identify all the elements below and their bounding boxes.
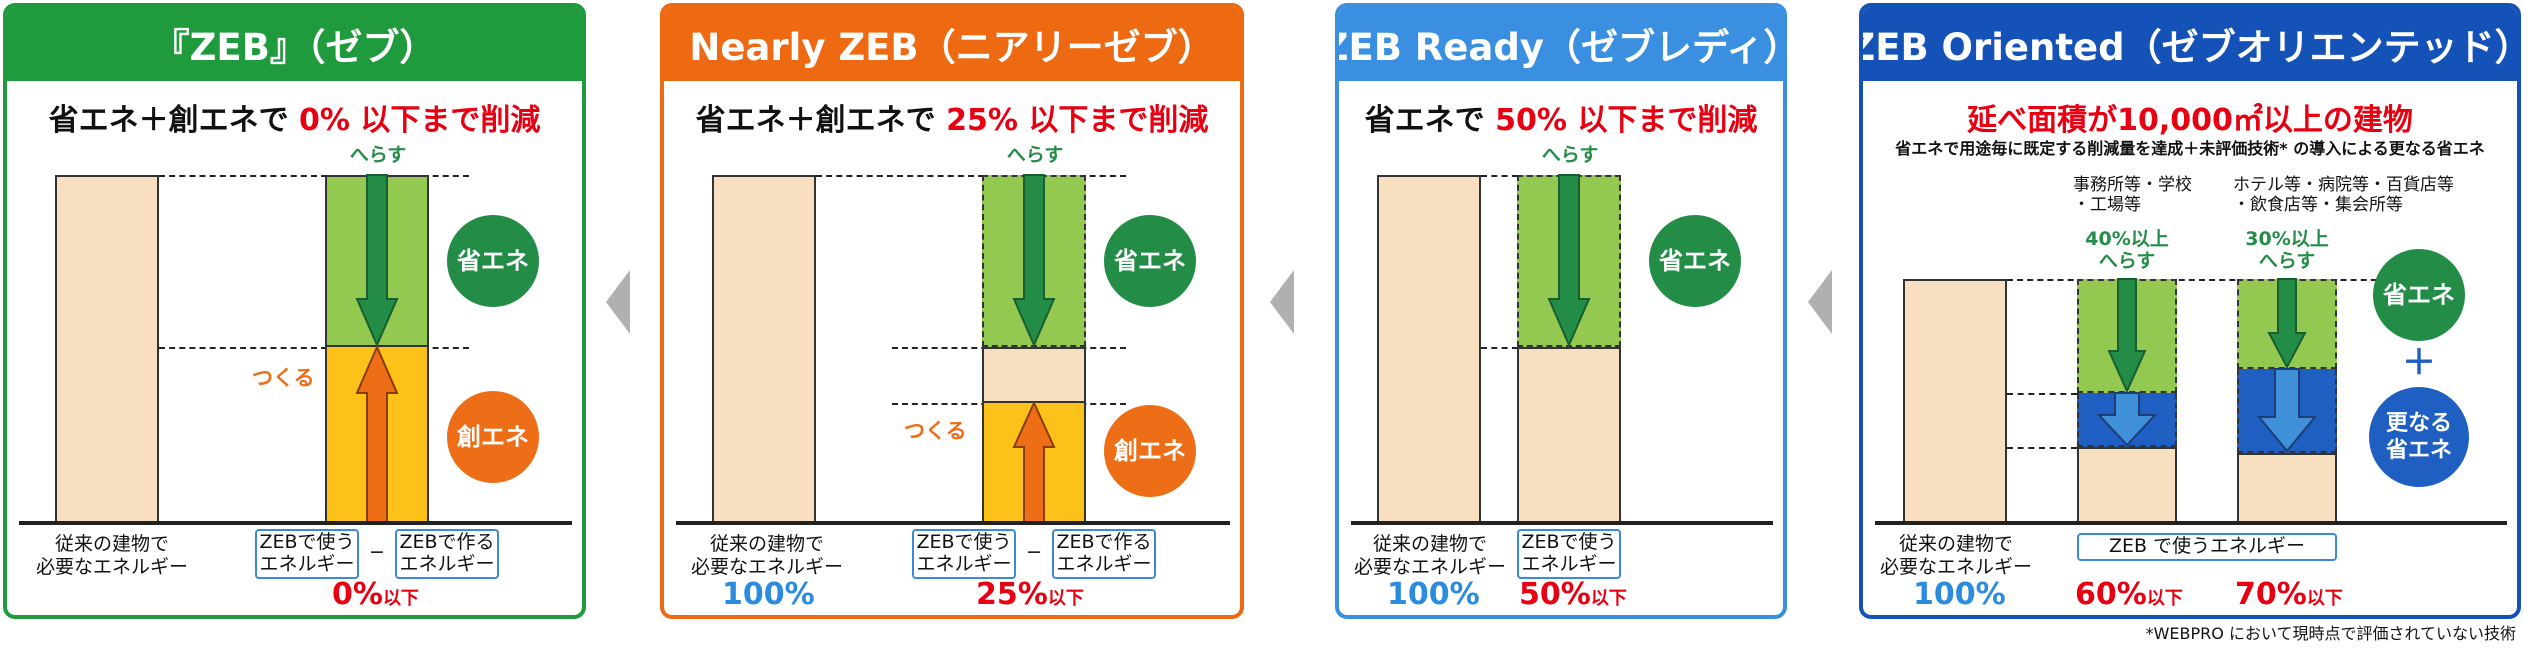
result-suffix: 以下 [2306, 588, 2343, 609]
conventional-energy-bar [712, 175, 816, 523]
result-value: 60% [2075, 577, 2147, 612]
dashed-guide-mid [159, 347, 469, 349]
make-energy-box: ZEBで作る エネルギー [395, 529, 499, 579]
panel-subtitle: 省エネで 50% 以下まで削減 [1339, 95, 1783, 139]
reduce-label: へらす [1541, 144, 1599, 166]
extra-reduce-arrow-icon [2256, 368, 2318, 453]
minus-sign: − [369, 541, 385, 563]
dashed-guide-top [816, 175, 1126, 177]
use-energy-box: ZEBで使う エネルギー [1517, 529, 1621, 579]
result-value: 0% [332, 577, 383, 612]
result-percent: 50%以下 [1519, 577, 1627, 612]
conventional-energy-bar [55, 175, 159, 523]
separator-arrow-icon [606, 270, 630, 334]
result-suffix: 以下 [1590, 588, 1627, 609]
use-energy-box: ZEB で使うエネルギー [2077, 533, 2337, 561]
subtitle-text: 省エネ＋創エネで [48, 103, 300, 138]
footnote: *WEBPRO において現時点で評価されていない技術 [2145, 624, 2516, 643]
panel-subtitle: 省エネ＋創エネで 0% 以下まで削減 [7, 95, 582, 139]
separator-arrow-icon [1808, 270, 1832, 334]
remaining-segment [1517, 347, 1621, 523]
result-suffix: 以下 [382, 588, 419, 609]
make-energy-box: ZEBで作る エネルギー [1052, 529, 1156, 579]
conventional-percent: 100% [722, 577, 815, 612]
reduce-arrow-icon [1012, 174, 1056, 348]
result-value: 50% [1519, 577, 1591, 612]
reduce-arrow-icon [2107, 278, 2147, 394]
energy-creation-circle: 創エネ [447, 391, 539, 483]
dashed-guide-top [159, 175, 469, 177]
baseline [676, 521, 1230, 525]
create-arrow-icon [1012, 400, 1056, 524]
create-arrow-icon [355, 344, 399, 524]
baseline [1875, 521, 2507, 525]
result-percent: 25%以下 [976, 577, 1084, 612]
panel-title: 『ZEB』（ゼブ） [7, 7, 582, 81]
conventional-percent: 100% [1913, 577, 2006, 612]
result-suffix: 以下 [1047, 588, 1084, 609]
further-saving-circle: 更なる 省エネ [2369, 387, 2469, 487]
panel-title: ZEB Oriented（ゼブオリエンテッド） [1863, 7, 2517, 81]
hotel-remaining-segment [2237, 453, 2337, 523]
use-energy-box: ZEBで使う エネルギー [255, 529, 359, 579]
panel-subtitle: 省エネ＋創エネで 25% 以下まで削減 [664, 95, 1240, 139]
plus-sign: ＋ [2402, 343, 2436, 383]
reduce-label: へらす [1006, 144, 1064, 166]
energy-saving-circle: 省エネ [447, 215, 539, 307]
conventional-percent: 100% [1387, 577, 1480, 612]
dashed-guide-low [2007, 447, 2077, 449]
create-label: つくる [904, 419, 967, 443]
conventional-label: 従来の建物で 必要なエネルギー [1353, 533, 1506, 578]
result-percent-office: 60%以下 [2075, 577, 2183, 612]
result-value: 70% [2235, 577, 2307, 612]
remaining-segment [982, 347, 1086, 403]
panel-zeb-oriented: ZEB Oriented（ゼブオリエンテッド） 延べ面積が10,000㎡以上の建… [1859, 3, 2521, 619]
result-percent: 0%以下 [332, 577, 419, 612]
reduce-arrow-icon [355, 174, 399, 348]
result-percent-hotel: 70%以下 [2235, 577, 2343, 612]
energy-saving-circle: 省エネ [2373, 249, 2465, 341]
subtitle-highlight: 50% 以下まで削減 [1495, 103, 1758, 138]
baseline [19, 521, 572, 525]
dashed-guide-top [2007, 279, 2397, 281]
category-office: 事務所等・学校 ・工場等 [2073, 175, 2192, 216]
panel-zeb: 『ZEB』（ゼブ） 省エネ＋創エネで 0% 以下まで削減 へらす つくる 省エネ… [3, 3, 586, 619]
subtitle-text: 省エネで [1364, 103, 1496, 138]
energy-saving-circle: 省エネ [1104, 215, 1196, 307]
conventional-energy-bar [1377, 175, 1481, 523]
conventional-label: 従来の建物で 必要なエネルギー [690, 533, 843, 578]
result-suffix: 以下 [2146, 588, 2183, 609]
reduce-arrow-icon [2267, 278, 2307, 370]
conventional-energy-bar [1903, 279, 2007, 523]
requirement-note: 省エネで用途毎に既定する削減量を達成＋未評価技術* の導入による更なる省エネ [1895, 139, 2485, 158]
extra-reduce-arrow-icon [2096, 392, 2158, 447]
subtitle-text: 省エネ＋創エネで [695, 103, 947, 138]
energy-saving-circle: 省エネ [1649, 215, 1741, 307]
dashed-guide-mid [2007, 393, 2077, 395]
conventional-label: 従来の建物で 必要なエネルギー [35, 533, 188, 578]
minus-sign: − [1026, 541, 1042, 563]
baseline [1351, 521, 1773, 525]
subtitle-highlight: 延べ面積が10,000㎡以上の建物 [1967, 103, 2413, 138]
panel-nearly-zeb: Nearly ZEB（ニアリーゼブ） 省エネ＋創エネで 25% 以下まで削減 へ… [660, 3, 1244, 619]
create-label: つくる [252, 366, 315, 390]
subtitle-highlight: 0% 以下まで削減 [299, 103, 541, 138]
category-hotel: ホテル等・病院等・百貨店等 ・飲食店等・集会所等 [2233, 175, 2454, 216]
conventional-label: 従来の建物で 必要なエネルギー [1879, 533, 2032, 578]
result-value: 25% [976, 577, 1048, 612]
reduce-label-30: 30%以上 へらす [2245, 228, 2329, 272]
reduce-label-40: 40%以上 へらす [2085, 228, 2169, 272]
energy-creation-circle: 創エネ [1104, 405, 1196, 497]
panel-subtitle: 延べ面積が10,000㎡以上の建物 [1863, 95, 2517, 139]
subtitle-highlight: 25% 以下まで削減 [946, 103, 1209, 138]
panel-zeb-ready: ZEB Ready（ゼブレディ） 省エネで 50% 以下まで削減 へらす 省エネ… [1335, 3, 1787, 619]
reduce-label: へらす [349, 144, 407, 166]
panel-title: Nearly ZEB（ニアリーゼブ） [664, 7, 1240, 81]
use-energy-box: ZEBで使う エネルギー [912, 529, 1016, 579]
office-remaining-segment [2077, 447, 2177, 523]
panel-title: ZEB Ready（ゼブレディ） [1339, 7, 1783, 81]
separator-arrow-icon [1270, 270, 1294, 334]
reduce-arrow-icon [1547, 174, 1591, 348]
